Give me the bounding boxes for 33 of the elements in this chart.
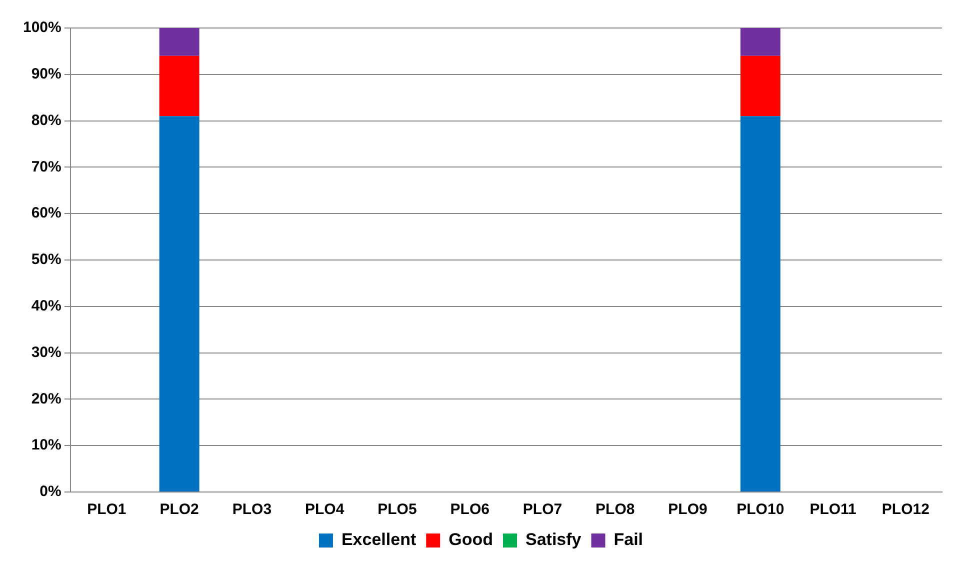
legend-label: Satisfy (525, 530, 582, 550)
x-tick-label: PLO10 (736, 501, 784, 518)
y-tick-label: 50% (31, 251, 62, 268)
bar (740, 28, 780, 56)
bar (740, 56, 780, 116)
legend-label: Fail (614, 530, 644, 550)
x-tick-label: PLO5 (378, 501, 417, 518)
x-tick-label: PLO1 (87, 501, 126, 518)
y-tick-label: 70% (31, 158, 62, 176)
bar (159, 116, 200, 492)
legend-label: Good (448, 530, 494, 550)
y-tick-label: 30% (31, 344, 62, 361)
x-tick-label: PLO7 (522, 501, 562, 518)
x-tick-label: PLO12 (882, 501, 930, 518)
y-tick-label: 10% (31, 436, 62, 454)
y-tick-label: 90% (31, 66, 62, 83)
x-tick-label: PLO9 (668, 501, 708, 518)
y-tick-label: 0% (40, 483, 62, 500)
y-tick-label: 80% (31, 112, 62, 129)
legend-label: Excellent (341, 530, 416, 550)
x-tick-label: PLO2 (160, 501, 199, 518)
x-tick-label: PLO4 (305, 501, 345, 518)
y-tick-label: 20% (31, 390, 62, 408)
bar (159, 28, 200, 56)
bar (159, 56, 200, 116)
x-tick-label: PLO11 (810, 501, 856, 518)
x-tick-label: PLO3 (232, 501, 272, 518)
x-tick-label: PLO6 (450, 501, 490, 518)
y-tick-label: 100% (22, 19, 62, 36)
x-tick-label: PLO8 (596, 501, 635, 518)
y-tick-label: 40% (31, 298, 62, 315)
y-tick-label: 60% (31, 204, 62, 222)
bar (740, 116, 780, 492)
